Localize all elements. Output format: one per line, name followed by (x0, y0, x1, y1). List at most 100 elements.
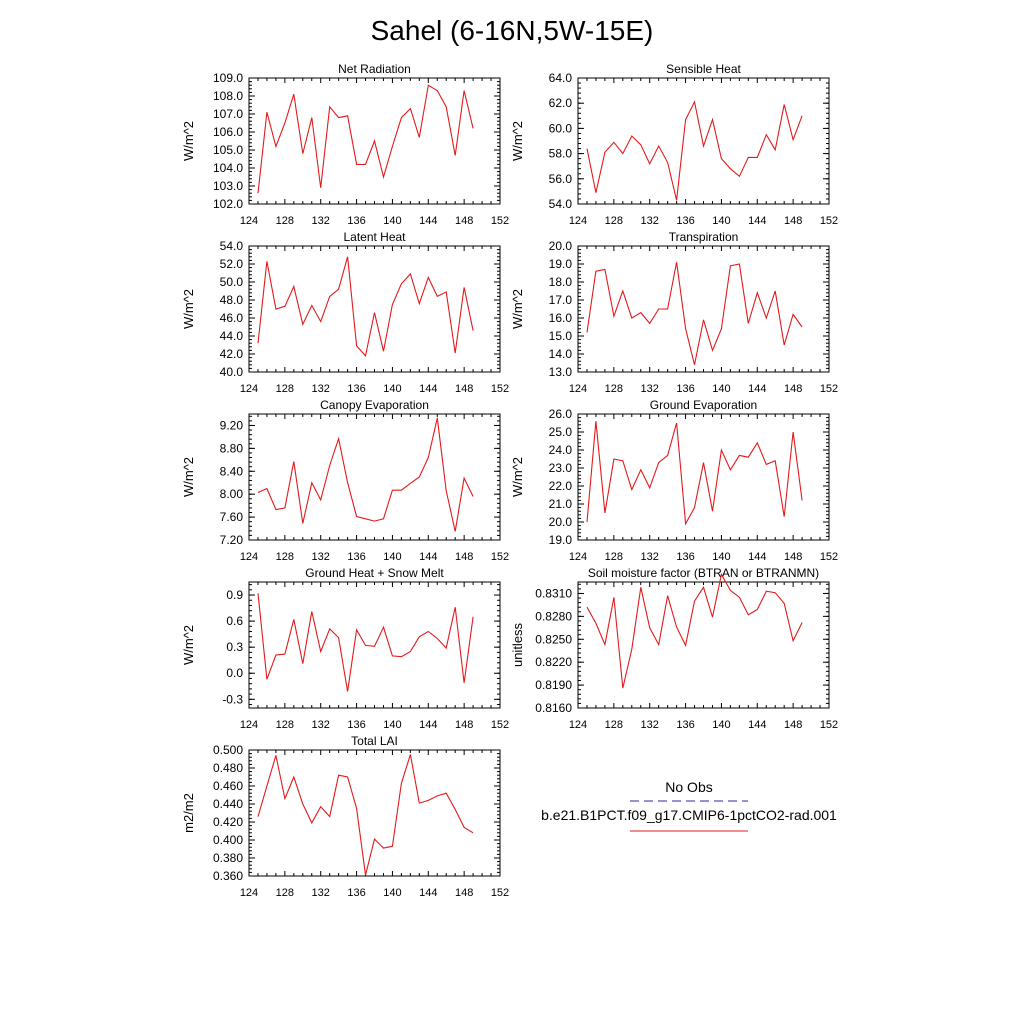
legend-label-model-run: b.e21.B1PCT.f09_g17.CMIP6-1pctCO2-rad.00… (541, 807, 837, 823)
y-tick-label: 0.8220 (535, 655, 572, 669)
x-tick-label: 152 (820, 215, 838, 227)
x-tick-label: 128 (276, 215, 294, 227)
y-tick-label: 107.0 (213, 107, 243, 121)
y-axis-label: W/m^2 (181, 121, 196, 161)
y-tick-label: 46.0 (220, 311, 244, 325)
y-tick-label: 44.0 (220, 329, 244, 343)
x-tick-label: 124 (240, 215, 258, 227)
y-tick-label: -0.3 (222, 692, 243, 706)
series-line (257, 256, 474, 357)
y-tick-label: 0.9 (226, 588, 243, 602)
y-tick-label: 18.0 (549, 275, 573, 289)
x-tick-label: 128 (276, 383, 294, 395)
y-tick-label: 58.0 (549, 147, 573, 161)
y-axis-label: unitless (510, 622, 525, 667)
x-tick-label: 140 (712, 551, 730, 563)
plot-frame (577, 77, 830, 205)
y-tick-label: 104.0 (213, 161, 243, 175)
panel-1: Net Radiation W/m^2 124 128 132 136 140 144 148 1… (181, 62, 509, 227)
x-tick-label: 132 (312, 887, 330, 899)
y-tick-label: 0.8190 (535, 678, 572, 692)
x-tick-label: 152 (820, 383, 838, 395)
panel-title: Ground Heat + Snow Melt (305, 566, 444, 580)
y-tick-label: 15.0 (549, 329, 573, 343)
series-line (586, 262, 803, 365)
series-line (586, 100, 803, 201)
y-tick-label: 0.440 (213, 797, 243, 811)
y-tick-label: 102.0 (213, 197, 243, 211)
y-tick-label: 0.460 (213, 779, 243, 793)
y-tick-label: 20.0 (549, 239, 573, 253)
x-tick-label: 132 (641, 719, 659, 731)
x-tick-label: 152 (820, 719, 838, 731)
x-tick-label: 124 (240, 551, 258, 563)
x-tick-label: 148 (784, 215, 802, 227)
x-tick-label: 140 (383, 719, 401, 731)
panel-5: Canopy Evaporation W/m^2 124 128 132 136 140 14… (181, 398, 509, 563)
y-tick-label: 0.480 (213, 761, 243, 775)
x-tick-label: 124 (240, 719, 258, 731)
x-tick-label: 136 (347, 719, 365, 731)
y-axis-label: W/m^2 (181, 289, 196, 329)
x-tick-label: 144 (419, 887, 437, 899)
x-tick-label: 144 (748, 215, 766, 227)
x-tick-label: 136 (347, 215, 365, 227)
y-tick-label: 108.0 (213, 89, 243, 103)
x-tick-label: 132 (312, 215, 330, 227)
x-tick-label: 148 (784, 383, 802, 395)
x-tick-label: 148 (455, 383, 473, 395)
y-tick-label: 0.3 (226, 640, 243, 654)
x-tick-label: 140 (712, 719, 730, 731)
legend: No Obs b.e21.B1PCT.f09_g17.CMIP6-1pctCO2… (541, 779, 837, 832)
x-tick-label: 152 (491, 383, 509, 395)
panel-9: Total LAI m2/m2 124 128 132 136 140 144 148 152 0.… (181, 734, 509, 899)
y-axis-label: W/m^2 (181, 457, 196, 497)
y-tick-label: 0.8280 (535, 609, 572, 623)
y-axis-label: W/m^2 (510, 457, 525, 497)
y-tick-label: 19.0 (549, 257, 573, 271)
y-tick-label: 20.0 (549, 515, 573, 529)
y-tick-label: 8.00 (220, 487, 244, 501)
y-tick-label: 0.380 (213, 851, 243, 865)
y-tick-label: 0.8310 (535, 586, 572, 600)
y-tick-label: 14.0 (549, 347, 573, 361)
y-tick-label: 106.0 (213, 125, 243, 139)
x-tick-label: 148 (455, 719, 473, 731)
x-tick-label: 144 (419, 719, 437, 731)
panel-title: Sensible Heat (666, 62, 741, 76)
y-tick-label: 8.80 (220, 441, 244, 455)
panel-7: Ground Heat + Snow Melt W/m^2 124 128 132 136… (181, 566, 509, 731)
x-tick-label: 152 (491, 215, 509, 227)
x-tick-label: 128 (605, 383, 623, 395)
x-tick-label: 124 (240, 887, 258, 899)
plot-frame (248, 245, 501, 373)
y-tick-label: 17.0 (549, 293, 573, 307)
y-tick-label: 7.20 (220, 533, 244, 547)
panel-title: Transpiration (669, 230, 739, 244)
x-tick-label: 136 (676, 383, 694, 395)
x-tick-label: 132 (641, 551, 659, 563)
panel-title: Canopy Evaporation (320, 398, 429, 412)
y-axis-label: W/m^2 (510, 121, 525, 161)
x-tick-label: 128 (276, 719, 294, 731)
x-tick-label: 144 (748, 383, 766, 395)
y-tick-label: 0.0 (226, 666, 243, 680)
y-tick-label: 56.0 (549, 172, 573, 186)
series-line (586, 572, 803, 689)
plot-frame (577, 581, 830, 709)
x-tick-label: 140 (383, 551, 401, 563)
y-axis-label: W/m^2 (510, 289, 525, 329)
panel-8: Soil moisture factor (BTRAN or BTRANMN) u… (510, 566, 838, 731)
x-tick-label: 144 (419, 551, 437, 563)
x-tick-label: 136 (676, 215, 694, 227)
panel-title: Latent Heat (343, 230, 406, 244)
y-tick-label: 52.0 (220, 257, 244, 271)
y-tick-label: 48.0 (220, 293, 244, 307)
x-tick-label: 132 (312, 551, 330, 563)
y-tick-label: 26.0 (549, 407, 573, 421)
y-tick-label: 40.0 (220, 365, 244, 379)
plot-frame (248, 749, 501, 877)
y-tick-label: 64.0 (549, 71, 573, 85)
x-tick-label: 136 (676, 719, 694, 731)
